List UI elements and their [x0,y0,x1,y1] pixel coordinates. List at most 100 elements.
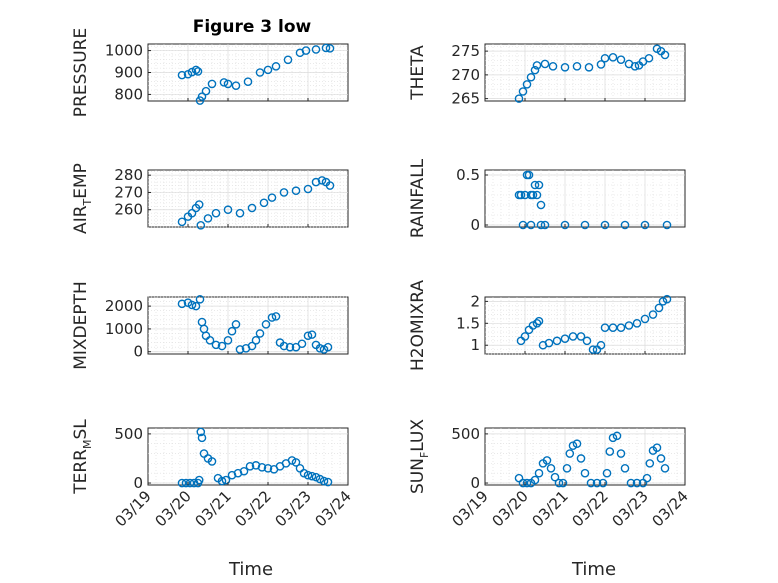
data-point [263,463,273,473]
y-tick-label: 1000 [105,42,143,60]
data-point [652,443,662,452]
data-point [325,181,335,190]
data-point [251,336,261,345]
panel-mixdepth: 0 1000 2000 MIXDEPTH [71,281,349,370]
data-point [554,478,564,488]
data-point [257,463,267,472]
y-tick-label: 0 [470,474,480,492]
data-point [279,188,289,197]
panel-theta: 265 270 275 THETA [408,42,686,108]
axes-box [484,169,686,228]
data-point [307,471,317,481]
data-point [207,457,217,466]
y-tick-label: 1.5 [456,314,480,332]
data-point [181,478,191,488]
data-point [620,463,630,473]
data-point [522,478,532,488]
data-point [271,312,281,321]
data-point [546,463,556,473]
data-point [534,316,544,326]
data-point [194,200,204,209]
data-point [632,478,642,488]
data-point [552,336,562,346]
data-point [231,320,241,329]
data-point [196,427,206,437]
data-point [177,299,187,309]
data-point [640,314,650,324]
data-point [640,220,650,230]
data-point [602,468,612,478]
data-point [576,454,586,463]
data-point [642,473,652,483]
data-point [197,92,207,101]
data-point [558,478,568,488]
y-axis-label: TERRMSL [71,419,94,495]
data-point [194,475,204,485]
data-point [656,454,666,463]
data-point [576,332,586,341]
data-point [560,62,570,72]
data-point [203,214,213,223]
data-point [532,319,542,328]
data-point [598,478,608,488]
y-tick-label: 265 [451,90,480,108]
data-point [217,476,227,486]
panel-pressure: 800 900 1000 PRESSURE [71,28,349,117]
data-point [580,220,590,230]
data-point [287,456,297,465]
data-point [516,190,526,200]
data-point [301,46,311,55]
data-point [279,341,289,351]
figure-title: Figure 3 low [193,17,312,37]
data-point [654,303,664,313]
data-point [562,463,572,473]
data-point [548,62,558,71]
data-point [223,336,233,345]
data-point [231,81,241,90]
data-point [526,220,536,230]
data-point [534,468,544,478]
data-point [219,78,229,87]
data-point [303,470,313,480]
data-point [608,323,618,332]
data-point [588,345,598,354]
data-point [514,94,524,103]
data-point [223,205,233,215]
y-tick-label: 800 [114,85,143,103]
x-tick-label: 03/20 [152,487,195,530]
data-point [307,330,317,339]
x-tick-label: 03/23 [272,487,315,530]
data-point [532,61,542,70]
axes-box [484,427,686,486]
data-point [596,60,606,69]
data-point [311,472,321,482]
data-point [191,301,201,311]
data-point [530,475,540,485]
data-point [235,345,245,354]
data-point [608,53,618,62]
data-point [662,220,672,230]
data-point [624,321,634,330]
data-point [207,79,217,89]
data-point [303,331,313,341]
data-point [608,433,618,443]
data-point [193,67,203,76]
data-point [600,323,610,332]
data-point [616,323,626,332]
x-tick-label: 03/19 [449,487,492,530]
panel-h2omixra: 1 1.5 2 H2OMIXRA [408,280,686,371]
data-point [572,62,582,71]
data-point [211,340,221,350]
data-point [299,468,309,478]
data-point [259,198,269,208]
data-point [550,472,560,482]
data-point [291,458,301,467]
data-point [227,326,237,336]
data-point [267,313,277,322]
y-tick-label: 270 [114,183,143,201]
data-point [522,80,532,89]
data-point [323,477,333,487]
data-point [245,462,255,471]
